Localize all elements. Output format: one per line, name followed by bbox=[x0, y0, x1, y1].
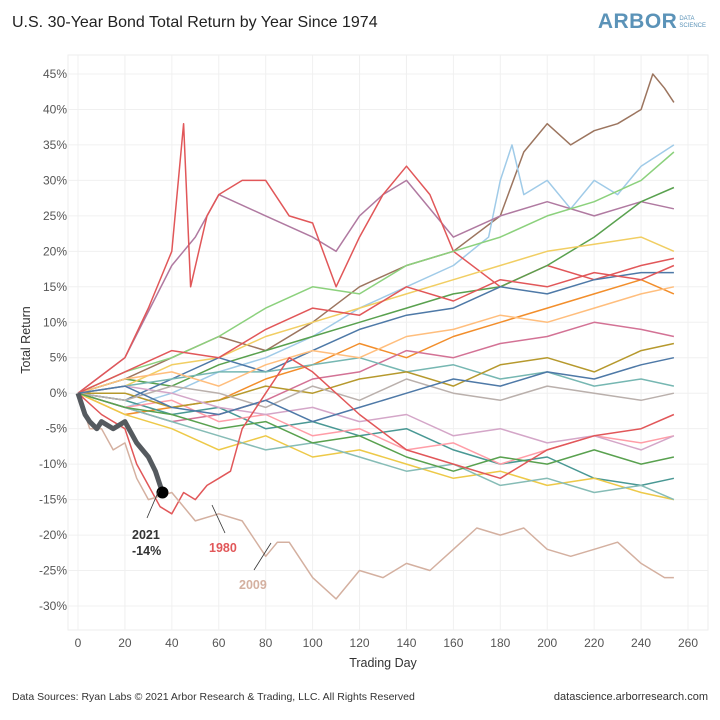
x-tick-label: 20 bbox=[118, 636, 132, 650]
y-tick-label: 5% bbox=[50, 351, 68, 365]
series-line-year-18 bbox=[77, 378, 675, 409]
y-tick-label: 45% bbox=[43, 67, 67, 81]
x-tick-label: 60 bbox=[212, 636, 226, 650]
logo-sub: DATA SCIENCE bbox=[679, 16, 706, 30]
y-tick-label: -20% bbox=[39, 528, 67, 542]
series-lines bbox=[75, 73, 675, 600]
annotation-1980: 1980 bbox=[209, 541, 237, 555]
annotations: 2021 -14% 1980 2009 bbox=[132, 489, 272, 592]
footer-source: Data Sources: Ryan Labs © 2021 Arbor Res… bbox=[12, 691, 415, 703]
x-tick-labels: 0 20 40 60 80 100 120 140 160 180 200 220 240 260 bbox=[75, 636, 699, 650]
series-line-year-9 bbox=[77, 321, 675, 423]
series-line-2021 bbox=[75, 392, 165, 494]
x-tick-label: 120 bbox=[350, 636, 370, 650]
x-tick-label: 240 bbox=[631, 636, 651, 650]
chart-title: U.S. 30-Year Bond Total Return by Year S… bbox=[12, 14, 378, 31]
series-line-2009 bbox=[77, 392, 674, 600]
series-line-year-19 bbox=[77, 392, 675, 472]
series-line-year-17 bbox=[77, 286, 675, 394]
y-tick-labels: 45% 40% 35% 30% 25% 20% 15% 10% 5% 0% -5% -10% -15% -… bbox=[39, 67, 67, 613]
leader-2009 bbox=[253, 542, 272, 571]
annotation-2021-year: 2021 bbox=[132, 528, 160, 542]
x-tick-label: 260 bbox=[678, 636, 698, 650]
y-tick-label: 10% bbox=[43, 315, 67, 329]
endpoint-marker-2021 bbox=[156, 486, 169, 499]
series-line-year-7 bbox=[77, 271, 674, 402]
x-tick-label: 80 bbox=[259, 636, 273, 650]
y-tick-label: 0% bbox=[50, 386, 68, 400]
annotation-2009: 2009 bbox=[239, 578, 267, 592]
series-line-year-21 bbox=[77, 356, 675, 423]
logo-sub1: DATA bbox=[679, 16, 695, 22]
arbor-logo: ARBOR DATA SCIENCE bbox=[598, 10, 706, 34]
series-line-year-14 bbox=[77, 392, 675, 501]
plot-frame bbox=[67, 54, 709, 631]
y-tick-label: 15% bbox=[43, 280, 67, 294]
x-tick-label: 40 bbox=[165, 636, 179, 650]
series-line-year-0 bbox=[77, 73, 675, 394]
x-tick-label: 0 bbox=[75, 636, 82, 650]
y-axis-title: Total Return bbox=[19, 306, 33, 373]
x-tick-label: 100 bbox=[303, 636, 323, 650]
series-line-year-4 bbox=[77, 151, 675, 394]
y-tick-label: 35% bbox=[43, 138, 67, 152]
y-tick-label: -5% bbox=[46, 422, 68, 436]
y-tick-label: 30% bbox=[43, 173, 67, 187]
y-tick-label: -10% bbox=[39, 457, 67, 471]
series-line-year-15 bbox=[78, 342, 675, 409]
y-tick-label: 20% bbox=[43, 244, 67, 258]
x-axis-title: Trading Day bbox=[349, 656, 417, 670]
series-line-1980 bbox=[77, 356, 675, 515]
series-line-year-2 bbox=[77, 179, 675, 394]
y-tick-label: 40% bbox=[43, 102, 67, 116]
annotation-2021-value: -14% bbox=[132, 544, 161, 558]
x-tick-label: 200 bbox=[537, 636, 557, 650]
gridlines bbox=[67, 54, 709, 631]
y-tick-label: -15% bbox=[39, 493, 67, 507]
series-line-year-5 bbox=[77, 186, 675, 394]
leader-2021 bbox=[146, 489, 160, 519]
y-tick-label: -25% bbox=[39, 564, 67, 578]
x-tick-label: 220 bbox=[584, 636, 604, 650]
logo-main: ARBOR bbox=[597, 10, 678, 33]
x-tick-label: 180 bbox=[490, 636, 510, 650]
series-line-year-10 bbox=[77, 356, 675, 394]
series-line-year-16 bbox=[77, 385, 675, 451]
series-line-year-20 bbox=[77, 264, 675, 394]
x-tick-label: 140 bbox=[396, 636, 416, 650]
leader-1980 bbox=[211, 504, 226, 534]
series-line-year-13 bbox=[77, 392, 675, 501]
x-tick-label: 160 bbox=[443, 636, 463, 650]
y-tick-label: -30% bbox=[39, 599, 67, 613]
logo-sub2: SCIENCE bbox=[679, 23, 706, 29]
y-tick-label: 25% bbox=[43, 209, 67, 223]
footer-url[interactable]: datascience.arborresearch.com bbox=[553, 691, 708, 703]
